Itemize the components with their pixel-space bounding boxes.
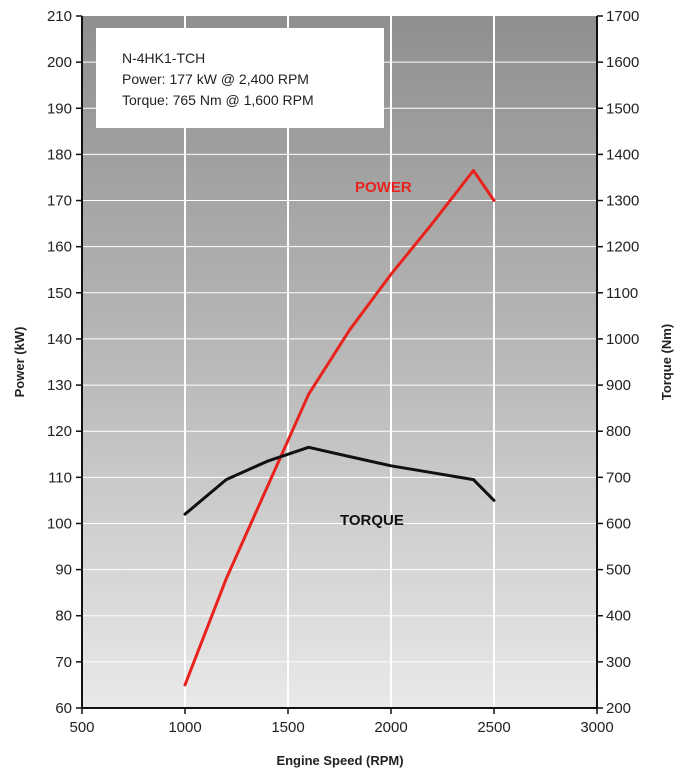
y-tick-label: 120 bbox=[47, 423, 72, 440]
y-tick-label: 130 bbox=[47, 377, 72, 394]
y2-tick-label: 1500 bbox=[606, 100, 639, 117]
torque-line bbox=[183, 445, 496, 516]
power-series-label: POWER bbox=[355, 179, 412, 196]
y2-tick-label: 1200 bbox=[606, 239, 639, 256]
y-tick-label: 60 bbox=[55, 700, 72, 717]
y2-tick-label: 500 bbox=[606, 562, 631, 579]
plot-area bbox=[82, 16, 597, 708]
info-box: N-4HK1-TCH Power: 177 kW @ 2,400 RPM Tor… bbox=[96, 28, 384, 128]
x-tick-label: 500 bbox=[69, 719, 94, 736]
y-tick-label: 110 bbox=[48, 469, 72, 486]
y2-tick-label: 1300 bbox=[606, 193, 639, 210]
y2-tick-label: 200 bbox=[606, 700, 631, 717]
x-tick-label: 3000 bbox=[580, 719, 613, 736]
power-spec: Power: 177 kW @ 2,400 RPM bbox=[122, 71, 309, 87]
y-tick-label: 210 bbox=[47, 8, 72, 25]
axes bbox=[81, 16, 598, 709]
y2-tick-label: 400 bbox=[606, 608, 631, 625]
y2-tick-label: 900 bbox=[606, 377, 631, 394]
y2-tick-label: 1700 bbox=[606, 8, 639, 25]
y2-tick-label: 1100 bbox=[606, 285, 638, 302]
x-tick-label: 2500 bbox=[477, 719, 510, 736]
x-tick-label: 1500 bbox=[271, 719, 304, 736]
power-line bbox=[183, 169, 496, 687]
y2-tick-label: 700 bbox=[606, 469, 631, 486]
y-tick-label: 90 bbox=[55, 562, 72, 579]
y2-tick-label: 1600 bbox=[606, 54, 639, 71]
engine-model: N-4HK1-TCH bbox=[122, 50, 206, 66]
y2-tick-label: 800 bbox=[606, 423, 631, 440]
x-axis-ticks: 500 1000 1500 2000 2500 3000 bbox=[69, 708, 614, 736]
right-axis-ticks: 200 300 400 500 600 700 800 900 1000 1100 1200 1300… bbox=[597, 8, 639, 717]
x-tick-label: 2000 bbox=[374, 719, 407, 736]
torque-spec: Torque: 765 Nm @ 1,600 RPM bbox=[122, 92, 314, 108]
y-tick-label: 200 bbox=[47, 54, 72, 71]
y2-tick-label: 1400 bbox=[606, 146, 639, 163]
y-tick-label: 70 bbox=[55, 654, 72, 671]
y-tick-label: 80 bbox=[55, 608, 72, 625]
y-tick-label: 100 bbox=[47, 515, 72, 532]
y-axis-title: Power (kW) bbox=[12, 327, 27, 398]
y-tick-label: 190 bbox=[47, 100, 72, 117]
y-tick-label: 150 bbox=[47, 285, 72, 302]
y2-tick-label: 600 bbox=[606, 515, 631, 532]
y2-axis-title: Torque (Nm) bbox=[659, 324, 674, 400]
y2-tick-label: 1000 bbox=[606, 331, 639, 348]
torque-series-label: TORQUE bbox=[340, 512, 404, 529]
y-tick-label: 170 bbox=[47, 193, 72, 210]
y2-tick-label: 300 bbox=[606, 654, 631, 671]
y-tick-label: 140 bbox=[47, 331, 72, 348]
series bbox=[183, 169, 496, 687]
y-tick-label: 160 bbox=[47, 239, 72, 256]
y-tick-label: 180 bbox=[47, 146, 72, 163]
x-tick-label: 1000 bbox=[168, 719, 201, 736]
x-axis-title: Engine Speed (RPM) bbox=[276, 753, 403, 768]
left-axis-ticks: 60 70 80 90 100 110 120 130 140 150 160 170 180 190 20… bbox=[47, 8, 82, 717]
grid bbox=[82, 16, 597, 708]
